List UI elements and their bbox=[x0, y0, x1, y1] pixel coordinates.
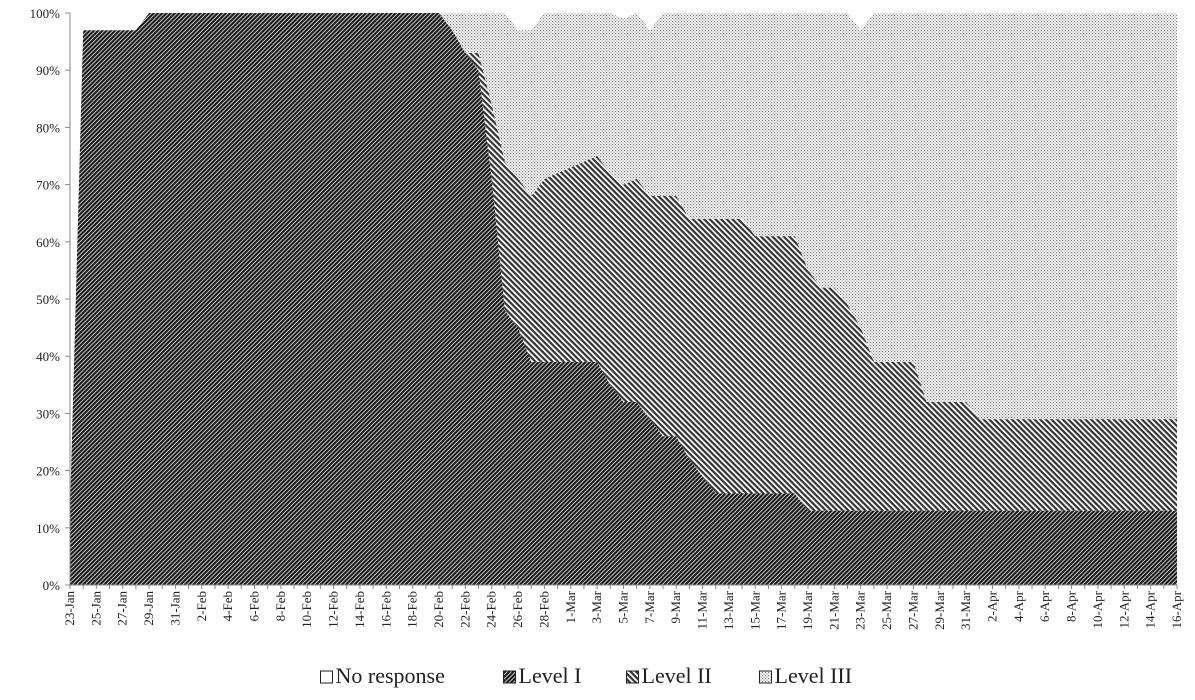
x-tick-label: 9-Mar bbox=[668, 590, 683, 623]
legend-label-level-ii: Level II bbox=[642, 663, 712, 688]
x-tick-label: 10-Feb bbox=[299, 591, 314, 628]
x-tick-label: 5-Mar bbox=[616, 590, 631, 623]
x-tick-label: 8-Feb bbox=[273, 591, 288, 621]
legend-swatch-no-response bbox=[320, 670, 333, 684]
x-tick-label: 8-Apr bbox=[1064, 590, 1079, 622]
legend-label-level-i: Level I bbox=[519, 663, 582, 688]
x-tick-label: 26-Feb bbox=[510, 591, 525, 628]
x-tick-label: 31-Mar bbox=[958, 590, 973, 630]
axes: 0% 10% 20% 30% 40% 50% 60% 70% 80% 90% 100% 23-Jan 2… bbox=[30, 6, 1184, 630]
x-tick-label: 22-Feb bbox=[457, 591, 472, 628]
x-tick-label: 20-Feb bbox=[431, 591, 446, 628]
x-tick-label: 1-Mar bbox=[563, 590, 578, 623]
x-tick-label: 23-Jan bbox=[62, 591, 77, 626]
legend-swatch-level-ii bbox=[626, 670, 639, 684]
x-tick-label: 29-Mar bbox=[932, 590, 947, 630]
x-tick-label: 6-Apr bbox=[1037, 590, 1052, 622]
y-tick-label: 0% bbox=[43, 578, 61, 593]
x-tick-label: 27-Mar bbox=[905, 590, 920, 630]
x-tick-label: 19-Mar bbox=[800, 590, 815, 630]
legend-swatch-level-iii bbox=[759, 670, 772, 684]
x-tick-label: 12-Apr bbox=[1116, 590, 1131, 628]
legend-swatch-level-i bbox=[503, 670, 516, 684]
x-tick-label: 31-Jan bbox=[167, 591, 182, 626]
x-tick-label: 12-Feb bbox=[326, 591, 341, 628]
y-tick-label: 90% bbox=[36, 63, 60, 78]
x-tick-label: 28-Feb bbox=[536, 591, 551, 628]
x-tick-label: 13-Mar bbox=[721, 590, 736, 630]
x-tick-label: 21-Mar bbox=[826, 590, 841, 630]
x-tick-label: 24-Feb bbox=[484, 591, 499, 628]
x-tick-label: 6-Feb bbox=[247, 591, 262, 621]
x-tick-label: 17-Mar bbox=[774, 590, 789, 630]
x-tick-label: 18-Feb bbox=[405, 591, 420, 628]
x-tick-label: 10-Apr bbox=[1090, 590, 1105, 628]
y-tick-label: 40% bbox=[36, 349, 60, 364]
y-tick-label: 20% bbox=[36, 464, 60, 479]
x-tick-label: 4-Apr bbox=[1011, 590, 1026, 622]
x-tick-label: 14-Apr bbox=[1143, 590, 1158, 628]
x-tick-label: 16-Apr bbox=[1169, 590, 1184, 628]
x-tick-label: 14-Feb bbox=[352, 591, 367, 628]
area-level-i bbox=[70, 13, 1177, 585]
area-level-ii bbox=[70, 13, 1177, 511]
legend-label-level-iii: Level III bbox=[775, 663, 853, 688]
y-tick-label: 10% bbox=[36, 521, 60, 536]
y-tick-label: 50% bbox=[36, 292, 60, 307]
x-tick-label: 4-Feb bbox=[220, 591, 235, 621]
y-tick-label: 80% bbox=[36, 120, 60, 135]
legend-label-no-response: No response bbox=[336, 663, 445, 688]
x-tick-label: 16-Feb bbox=[378, 591, 393, 628]
x-tick-label: 23-Mar bbox=[853, 590, 868, 630]
x-tick-label: 2-Apr bbox=[985, 590, 1000, 622]
x-tick-label: 29-Jan bbox=[141, 591, 156, 626]
plot-area bbox=[70, 13, 1177, 585]
y-tick-label: 70% bbox=[36, 178, 60, 193]
x-tick-label: 2-Feb bbox=[194, 591, 209, 621]
x-tick-label: 11-Mar bbox=[695, 590, 710, 629]
y-tick-label: 30% bbox=[36, 406, 60, 421]
x-tick-label: 25-Mar bbox=[879, 590, 894, 630]
area-level-iii bbox=[70, 13, 1177, 511]
x-tick-label: 25-Jan bbox=[88, 591, 103, 626]
y-tick-label: 100% bbox=[30, 6, 61, 21]
x-tick-label: 15-Mar bbox=[747, 590, 762, 630]
x-tick-label: 3-Mar bbox=[589, 590, 604, 623]
y-tick-label: 60% bbox=[36, 235, 60, 250]
x-tick-label: 7-Mar bbox=[642, 590, 657, 623]
legend: No response Level I Level II Level III bbox=[320, 663, 853, 688]
x-tick-label: 27-Jan bbox=[115, 591, 130, 626]
